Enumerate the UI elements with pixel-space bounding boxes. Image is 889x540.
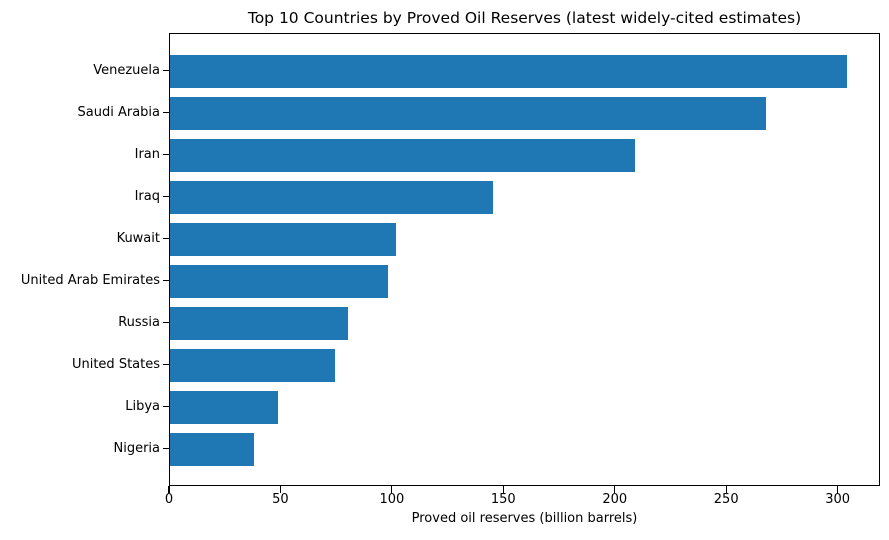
y-tick-label: Saudi Arabia [77,104,161,120]
y-tick-mark [162,153,169,155]
x-tick-label: 200 [602,492,628,507]
bar [170,306,349,341]
bar [170,348,335,383]
x-tick-mark [502,486,504,493]
x-axis-label: Proved oil reserves (billion barrels) [411,511,638,526]
y-tick-mark [162,363,169,365]
y-tick-mark [162,279,169,281]
x-tick-label: 300 [825,492,851,507]
bar [170,390,278,425]
x-tick-mark [391,486,393,493]
y-tick-label: Iran [134,146,160,162]
y-tick-label: Libya [125,398,160,414]
y-tick-label: Russia [118,314,160,330]
bar [170,222,397,257]
y-tick-label: United Arab Emirates [20,272,160,288]
chart-title: Top 10 Countries by Proved Oil Reserves … [247,9,802,27]
y-tick-mark [162,237,169,239]
x-tick-label: 150 [490,492,516,507]
plot-area [169,33,880,486]
x-tick-mark [725,486,727,493]
y-tick-mark [162,447,169,449]
bar [170,432,254,467]
bar [170,138,635,173]
bar [170,180,494,215]
x-tick-label: 100 [379,492,405,507]
x-tick-mark [279,486,282,493]
bar [170,54,848,89]
x-tick-label: 50 [272,492,289,507]
bar [170,264,388,299]
y-tick-mark [162,321,169,323]
x-tick-mark [614,486,616,493]
bar [170,96,766,131]
x-tick-mark [168,486,170,493]
y-tick-mark [162,405,169,407]
y-tick-label: Venezuela [93,62,160,78]
y-tick-mark [162,195,169,197]
y-tick-label: Nigeria [113,440,160,456]
y-tick-label: Kuwait [116,230,160,246]
x-tick-label: 250 [713,492,739,507]
y-tick-label: United States [71,356,160,372]
x-tick-label: 0 [164,492,174,507]
y-tick-mark [162,69,169,71]
x-tick-mark [837,486,839,493]
y-tick-label: Iraq [134,188,160,204]
y-tick-mark [162,111,169,113]
